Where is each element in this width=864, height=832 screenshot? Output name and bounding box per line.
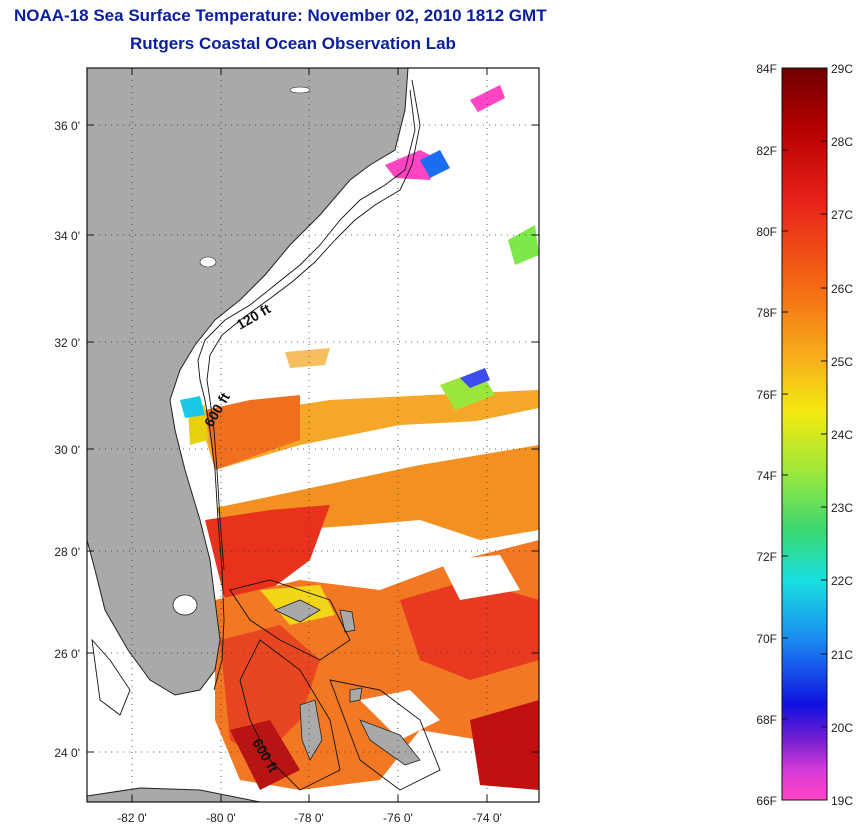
temperature-colorbar: 84F 82F 80F 78F 76F 74F 72F 70F 68F 66F …: [756, 62, 853, 808]
colorbar-c-label: 25C: [831, 355, 853, 369]
map-subtitle: Rutgers Coastal Ocean Observation Lab: [130, 34, 456, 53]
north-america-land: [87, 68, 409, 696]
colorbar-f-label: 78F: [756, 306, 777, 320]
lat-tick-label: 36 0': [54, 119, 80, 133]
lon-tick-label: -82 0': [117, 811, 147, 825]
colorbar-f-label: 80F: [756, 225, 777, 239]
lat-tick-label: 24 0': [54, 746, 80, 760]
lon-tick-label: -74 0': [472, 811, 502, 825]
colorbar-f-label: 66F: [756, 794, 777, 808]
lat-tick-label: 26 0': [54, 647, 80, 661]
colorbar-f-label: 84F: [756, 62, 777, 76]
map-frame: [86, 67, 540, 803]
map-area: 120 ft 600 ft 600 ft: [87, 68, 539, 802]
isobath-600ft: [206, 79, 421, 571]
colorbar-gradient: [781, 67, 828, 801]
colorbar-c-label: 27C: [831, 208, 853, 222]
colorbar-c-label: 26C: [831, 282, 853, 296]
colorbar-c-label: 22C: [831, 574, 853, 588]
colorbar-c-label: 20C: [831, 721, 853, 735]
colorbar-f-label: 76F: [756, 388, 777, 402]
colorbar-c-label: 24C: [831, 428, 853, 442]
lat-tick-label: 34 0': [54, 229, 80, 243]
graticule: [87, 68, 539, 802]
lon-tick-label: -78 0': [294, 811, 324, 825]
lat-tick-label: 28 0': [54, 545, 80, 559]
isobath-contours: [91, 79, 441, 791]
isobath-120ft: [197, 89, 416, 691]
colorbar-c-label: 29C: [831, 62, 853, 76]
lat-tick-label: 32 0': [54, 336, 80, 350]
lon-tick-label: -80 0': [206, 811, 236, 825]
lake-okeechobee: [172, 594, 198, 616]
grand-bahama: [274, 599, 321, 623]
lon-tick-label: -76 0': [383, 811, 413, 825]
colorbar-c-label: 28C: [831, 135, 853, 149]
colorbar-c-label: 19C: [831, 794, 853, 808]
colorbar-f-label: 82F: [756, 144, 777, 158]
map-title: NOAA-18 Sea Surface Temperature: Novembe…: [14, 6, 547, 25]
lat-tick-label: 30 0': [54, 443, 80, 457]
colorbar-f-label: 70F: [756, 632, 777, 646]
colorbar-c-label: 21C: [831, 648, 853, 662]
colorbar-c-label: 23C: [831, 501, 853, 515]
andros-island: [299, 699, 323, 761]
colorbar-f-label: 68F: [756, 713, 777, 727]
cuba-land: [87, 787, 261, 802]
colorbar-f-label: 74F: [756, 469, 777, 483]
land-areas: [87, 68, 421, 802]
colorbar-f-label: 72F: [756, 550, 777, 564]
axis-ticks: [87, 68, 539, 802]
sst-swath: [188, 348, 539, 790]
